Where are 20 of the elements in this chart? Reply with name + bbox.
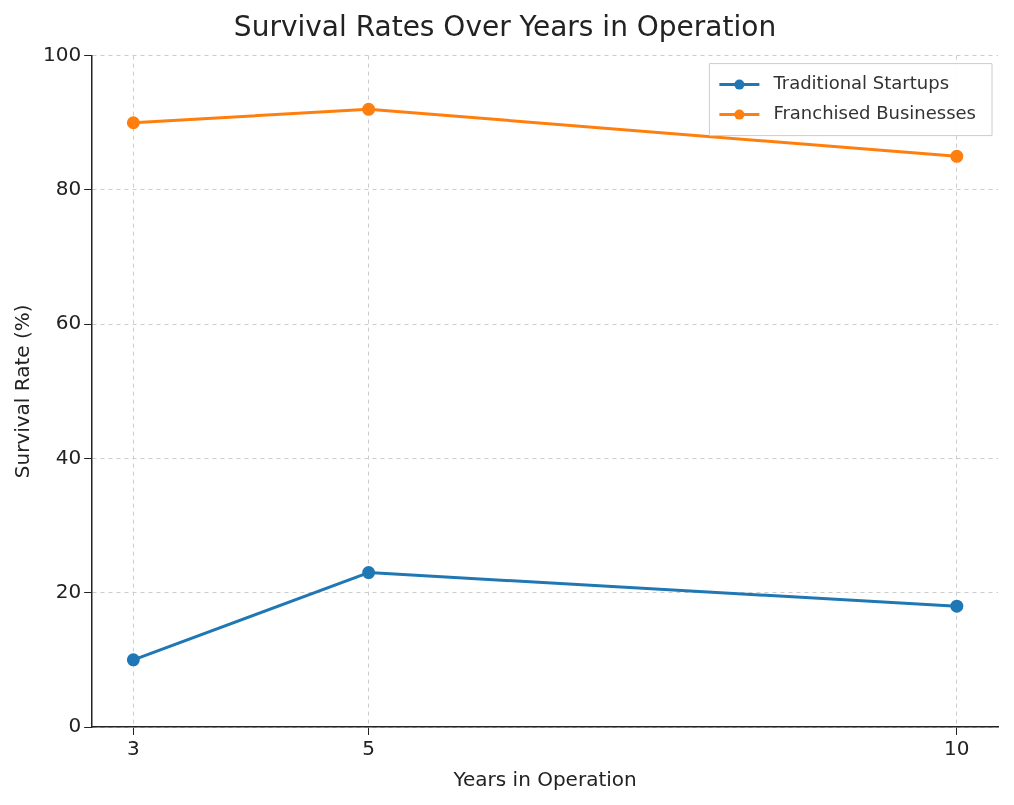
y-tick-label: 100	[42, 41, 82, 66]
x-axis-title: Years in Operation	[452, 767, 637, 792]
point	[126, 116, 140, 130]
y-tick-label: 80	[55, 176, 82, 201]
y-tick-label: 0	[68, 713, 82, 738]
y-axis-title: Survival Rate (%)	[10, 304, 35, 479]
legend-label: Traditional Startups	[772, 72, 950, 94]
x-tick-label: 10	[944, 736, 970, 761]
point	[362, 102, 376, 116]
x-tick-label: 5	[362, 736, 375, 761]
point	[950, 149, 964, 163]
legend-label: Franchised Businesses	[773, 102, 977, 124]
y-tick-label: 60	[55, 310, 82, 335]
y-tick-label: 40	[55, 444, 82, 469]
chart-title: Survival Rates Over Years in Operation	[233, 10, 777, 44]
point	[362, 566, 376, 580]
y-tick-label: 20	[55, 578, 82, 603]
point	[126, 653, 140, 667]
x-tick-label: 3	[126, 736, 140, 761]
point	[950, 599, 964, 613]
